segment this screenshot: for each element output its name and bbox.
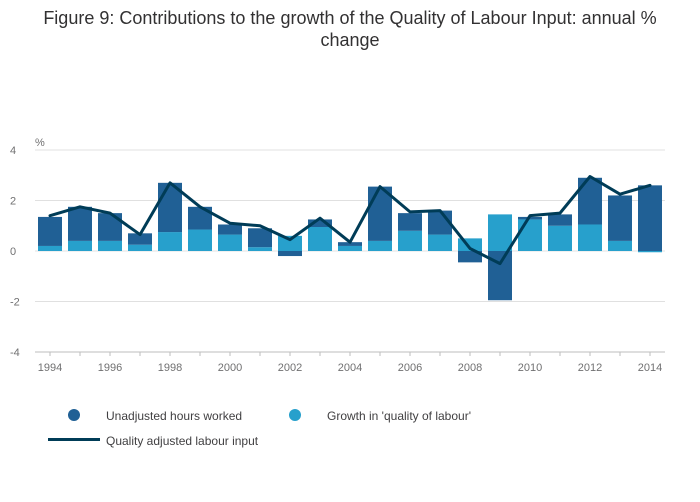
bar-quality-2010: [518, 219, 542, 251]
y-tick-label: 2: [10, 196, 16, 208]
legend-swatch-qali: [48, 438, 100, 441]
axis: 4 2 0 -2 -4% 1994 1996 1998 2000 2002 2004 2006 2008…: [10, 137, 665, 374]
bar-hours-2003: [308, 219, 332, 228]
x-tick-label: 2002: [278, 362, 302, 374]
x-tick-label: 2000: [218, 362, 242, 374]
legend-swatch-hours: [68, 409, 80, 421]
bar-hours-1995: [68, 206, 92, 241]
legend-swatch-quality: [289, 409, 301, 421]
bar-quality-2003: [308, 227, 332, 251]
series-line-qali: [48, 175, 652, 266]
bar-quality-2012: [578, 224, 602, 251]
x-tick-label: 1994: [38, 362, 62, 374]
bar-quality-1998: [158, 232, 182, 251]
bar-hours-2013: [608, 195, 632, 241]
bar-quality-2001: [248, 247, 272, 251]
bar-quality-1994: [38, 245, 62, 251]
chart-plot: 4 2 0 -2 -4% 1994 1996 1998 2000 2002 2004 2006 2008…: [10, 137, 665, 374]
x-tick-label: 2008: [458, 362, 482, 374]
bar-hours-1999: [188, 206, 212, 230]
bar-quality-1996: [98, 240, 122, 251]
line-marks: [48, 175, 652, 266]
bar-quality-2014: [638, 251, 662, 253]
bar-quality-2009: [488, 214, 512, 251]
legend-label-qali: Quality adjusted labour input: [106, 434, 259, 448]
bar-hours-2006: [398, 213, 422, 231]
legend-label-hours: Unadjusted hours worked: [106, 409, 243, 423]
bar-hours-2000: [218, 224, 242, 235]
bar-quality-2000: [218, 234, 242, 251]
x-tick-label: 2010: [518, 362, 542, 374]
bar-quality-2004: [338, 245, 362, 251]
y-axis-label: %: [35, 137, 45, 149]
x-tick-label: 2006: [398, 362, 422, 374]
y-tick-label: 0: [10, 246, 16, 258]
x-tick-label: 1996: [98, 362, 122, 374]
bar-hours-2001: [248, 228, 272, 248]
bar-hours-2005: [368, 186, 392, 241]
bar-hours-2008: [458, 251, 482, 263]
x-tick-label: 2012: [578, 362, 602, 374]
bar-hours-2004: [338, 242, 362, 246]
bar-quality-2002: [278, 235, 302, 251]
legend-label-quality: Growth in 'quality of labour': [327, 409, 471, 423]
x-tick-label: 2004: [338, 362, 362, 374]
y-tick-label: -2: [10, 297, 20, 309]
bar-hours-2011: [548, 214, 572, 226]
bar-hours-1997: [128, 233, 152, 245]
bar-hours-2014: [638, 185, 662, 251]
bar-quality-2006: [398, 230, 422, 251]
bar-hours-1994: [38, 216, 62, 246]
y-tick-label: -4: [10, 347, 20, 359]
chart-title: Figure 9: Contributions to the growth of…: [43, 8, 657, 50]
bar-quality-1997: [128, 244, 152, 251]
bar-quality-1995: [68, 240, 92, 251]
bar-quality-2005: [368, 240, 392, 251]
bar-hours-2002: [278, 251, 302, 257]
x-tick-label: 1998: [158, 362, 182, 374]
bar-quality-1999: [188, 229, 212, 251]
bar-quality-2007: [428, 234, 452, 251]
x-tick-label: 2014: [638, 362, 662, 374]
bar-quality-2011: [548, 225, 572, 251]
bar-quality-2013: [608, 240, 632, 251]
y-tick-label: 4: [10, 145, 16, 157]
